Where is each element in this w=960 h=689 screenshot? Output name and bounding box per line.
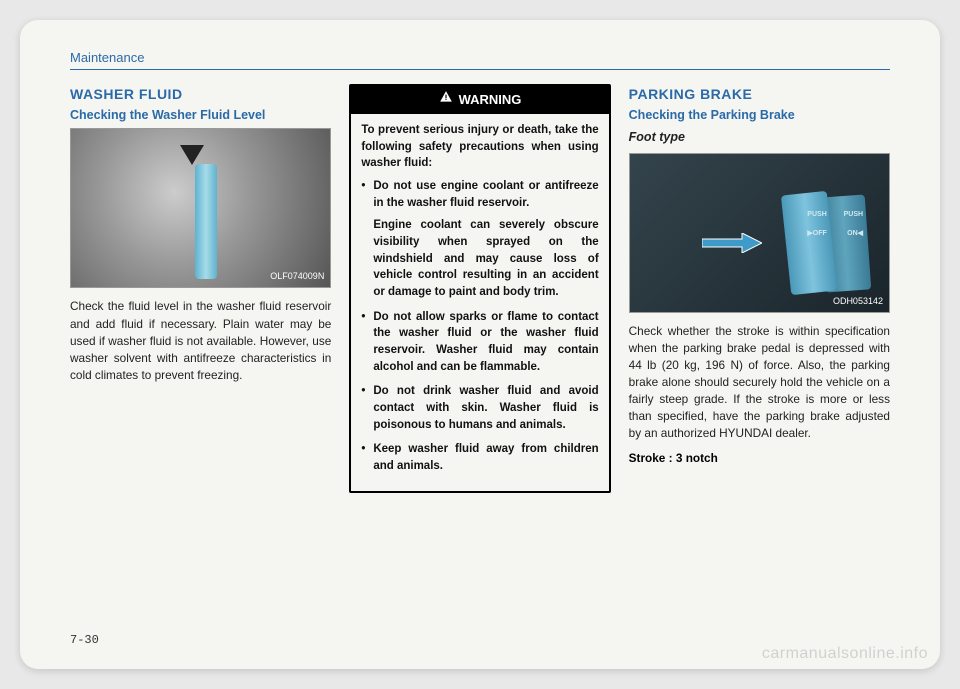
- warning-item-text: Do not use engine coolant or antifreeze …: [373, 180, 598, 209]
- column-2: WARNING To prevent serious injury or dea…: [349, 84, 610, 493]
- warning-item: Do not allow sparks or flame to contact …: [361, 309, 598, 376]
- warning-header: WARNING: [351, 86, 608, 114]
- manual-page: Maintenance WASHER FLUID Checking the Wa…: [20, 20, 940, 669]
- pedal-push-label: PUSH: [807, 210, 826, 220]
- washer-fluid-subtitle: Checking the Washer Fluid Level: [70, 106, 331, 124]
- warning-item-text: Keep washer fluid away from children and…: [373, 443, 598, 472]
- figure-washer-reservoir: OLF074009N: [70, 128, 331, 288]
- warning-label: WARNING: [459, 91, 522, 110]
- parking-brake-body-text: Check whether the stroke is within speci…: [629, 323, 890, 443]
- warning-item-text: Do not allow sparks or flame to contact …: [373, 311, 598, 373]
- pedal-push-label-2: PUSH: [844, 210, 863, 220]
- warning-item: Keep washer fluid away from children and…: [361, 441, 598, 474]
- parking-brake-title: PARKING BRAKE: [629, 84, 890, 104]
- content-columns: WASHER FLUID Checking the Washer Fluid L…: [70, 84, 890, 493]
- washer-body-text: Check the fluid level in the washer flui…: [70, 298, 331, 383]
- warning-item-text: Do not drink washer fluid and avoid cont…: [373, 385, 598, 430]
- page-number: 7-30: [70, 633, 99, 647]
- foot-type-label: Foot type: [629, 128, 890, 146]
- figure-parking-brake-pedal: PUSH ▶OFF PUSH ON◀ ODH053142: [629, 153, 890, 313]
- warning-icon: [439, 90, 453, 110]
- parking-brake-subtitle: Checking the Parking Brake: [629, 106, 890, 124]
- column-3: PARKING BRAKE Checking the Parking Brake…: [629, 84, 890, 493]
- pedal-off-label: ▶OFF: [807, 229, 826, 239]
- column-1: WASHER FLUID Checking the Washer Fluid L…: [70, 84, 331, 493]
- right-arrow-icon: [702, 233, 762, 253]
- figure-code: ODH053142: [833, 295, 883, 308]
- reservoir-neck: [195, 164, 217, 279]
- section-header: Maintenance: [70, 50, 890, 70]
- warning-item-sub: Engine coolant can severely obscure visi…: [373, 217, 598, 300]
- figure-code: OLF074009N: [270, 270, 324, 283]
- pedal-on-label: ON◀: [847, 229, 863, 239]
- warning-body: To prevent serious injury or death, take…: [351, 114, 608, 491]
- washer-fluid-title: WASHER FLUID: [70, 84, 331, 104]
- watermark: carmanualsonline.info: [762, 645, 928, 663]
- down-arrow-icon: [180, 145, 204, 165]
- stroke-spec: Stroke : 3 notch: [629, 450, 890, 467]
- warning-box: WARNING To prevent serious injury or dea…: [349, 84, 610, 493]
- warning-list: Do not use engine coolant or antifreeze …: [361, 178, 598, 475]
- warning-intro: To prevent serious injury or death, take…: [361, 122, 598, 172]
- warning-item: Do not drink washer fluid and avoid cont…: [361, 383, 598, 433]
- warning-item: Do not use engine coolant or antifreeze …: [361, 178, 598, 301]
